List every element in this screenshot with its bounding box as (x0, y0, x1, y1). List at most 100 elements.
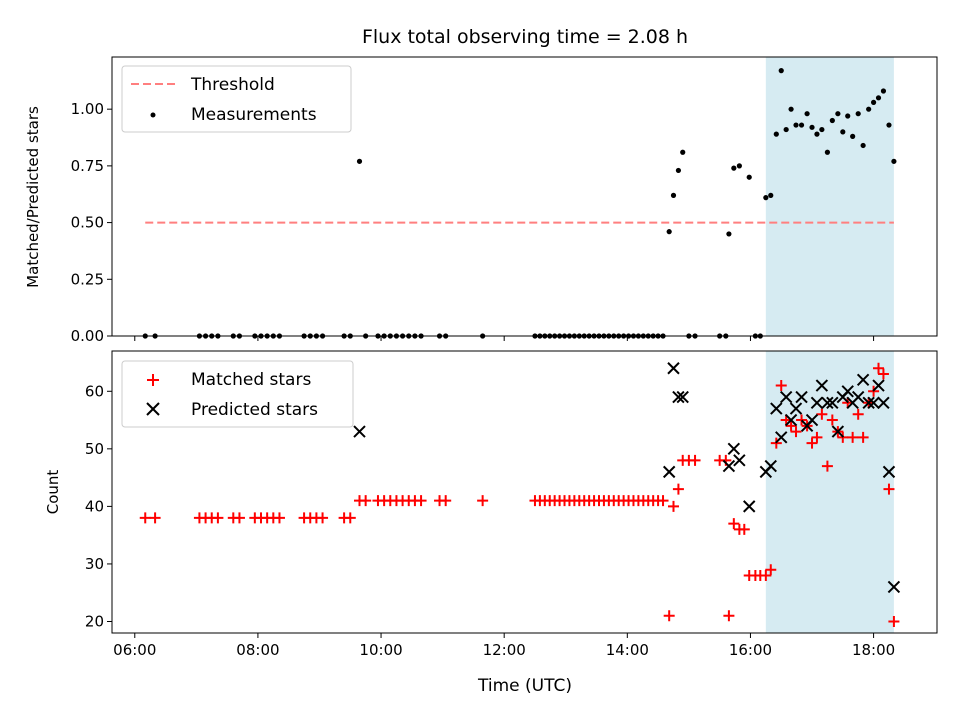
matched-star-point (317, 512, 329, 524)
matched-star-point (790, 426, 802, 438)
predicted-star-point (805, 413, 819, 427)
matched-star-point (344, 512, 356, 524)
measurement-point (870, 99, 877, 105)
matched-star-point (816, 408, 828, 420)
x-tick-label: 14:00 (606, 641, 649, 659)
legend-matched-swatch (147, 374, 159, 386)
matched-star-point (689, 454, 701, 466)
bottom-x-axis-ticks: 06:00 08:00 10:00 12:00 14:00 16:00 18:00 (113, 633, 895, 659)
matched-star-point (775, 380, 787, 392)
y-tick-label: 30 (85, 555, 104, 573)
x-tick-label: 18:00 (852, 641, 895, 659)
matched-star-point (738, 523, 750, 535)
matched-star-point (760, 569, 772, 581)
measurement-point (731, 165, 737, 171)
measurement-point (886, 122, 892, 128)
top-x-axis-ticks (134, 336, 875, 341)
predicted-star-point (795, 390, 808, 404)
top-highlight-span (765, 57, 894, 336)
matched-star-point (233, 512, 245, 524)
predicted-star-point (872, 379, 885, 392)
matched-star-point (149, 512, 161, 524)
y-tick-label: 0.50 (71, 214, 104, 232)
predicted-star-point (851, 390, 865, 404)
y-tick-label: 20 (85, 612, 104, 630)
predicted-star-point (856, 373, 870, 386)
y-tick-label: 0.00 (71, 327, 104, 345)
predicted-star-point (789, 402, 803, 415)
bottom-y-axis-label: Count (44, 470, 62, 515)
predicted-star-point (733, 454, 746, 467)
measurement-point (793, 122, 799, 128)
matched-star-point (883, 483, 895, 495)
matched-star-point (765, 564, 777, 576)
measurement-point (675, 167, 682, 174)
matched-star-point (852, 408, 864, 420)
predicted-star-point (722, 459, 736, 473)
measurement-point (746, 174, 752, 180)
measurement-point (773, 131, 779, 137)
measurement-point (670, 192, 677, 198)
measurement-point (783, 126, 789, 133)
bottom-panel: 20 30 40 50 60 06:00 08:00 10:00 12:00 14:00 16:0… (44, 350, 938, 696)
legend-predicted-label: Predicted stars (191, 400, 318, 420)
bottom-legend-box (121, 360, 354, 428)
measurement-point (778, 68, 784, 74)
predicted-star-point (841, 385, 854, 398)
bottom-legend: Matched stars Predicted stars (121, 360, 354, 428)
measurement-point (726, 231, 732, 237)
top-legend: Threshold Measurements (121, 65, 352, 133)
predicted-star-point (743, 500, 756, 513)
matched-star-point (873, 362, 885, 374)
predicted-star-point (877, 396, 890, 410)
matched-star-point (811, 431, 823, 443)
matched-star-point (877, 368, 889, 380)
legend-measurements-label: Measurements (191, 105, 317, 125)
matched-star-point (667, 500, 679, 512)
matched-star-point (672, 483, 684, 495)
matched-star-point (273, 512, 285, 524)
predicted-star-point (727, 442, 741, 456)
top-panel: 0.00 0.25 0.50 0.75 1.00 Matched/Predicted s… (24, 56, 938, 345)
x-tick-label: 12:00 (483, 641, 526, 659)
bottom-plot-frame (111, 350, 938, 634)
matched-star-point (139, 512, 151, 524)
measurement-point (845, 113, 851, 119)
matched-star-point (796, 414, 808, 426)
measurement-point (804, 111, 810, 117)
x-tick-label: 10:00 (359, 641, 402, 659)
predicted-star-point (775, 431, 788, 444)
matched-star-point (806, 437, 818, 449)
predicted-star-point (887, 580, 901, 594)
matched-star-point (415, 495, 427, 507)
predicted-star-point (667, 362, 680, 375)
predicted-star-point (676, 390, 689, 404)
measurement-point (819, 126, 825, 133)
y-tick-label: 40 (85, 497, 104, 515)
bottom-highlight-span (765, 351, 894, 633)
measurement-point (809, 124, 815, 130)
measurement-point (814, 131, 820, 137)
matched-star-point (785, 420, 797, 432)
measurement-point (840, 129, 846, 135)
y-tick-label: 60 (85, 382, 104, 400)
matched-star-point (888, 615, 900, 627)
measurement-point (356, 158, 363, 164)
measurement-point (666, 229, 672, 235)
x-axis-label: Time (UTC) (477, 676, 572, 696)
predicted-star-point (353, 425, 366, 438)
matched-star-point (847, 431, 859, 443)
bottom-y-axis-ticks: 20 30 40 50 60 (85, 382, 112, 630)
measurement-point (763, 195, 769, 201)
matched-stars-series (139, 362, 900, 627)
predicted-star-point (662, 465, 676, 479)
x-tick-label: 08:00 (236, 641, 279, 659)
measurement-point (824, 149, 831, 155)
y-tick-label: 0.75 (71, 157, 104, 175)
measurement-point (798, 122, 805, 128)
legend-matched-label: Matched stars (191, 370, 311, 390)
measurement-point (866, 106, 872, 112)
matched-star-point (728, 518, 740, 530)
measurement-point (768, 192, 774, 198)
